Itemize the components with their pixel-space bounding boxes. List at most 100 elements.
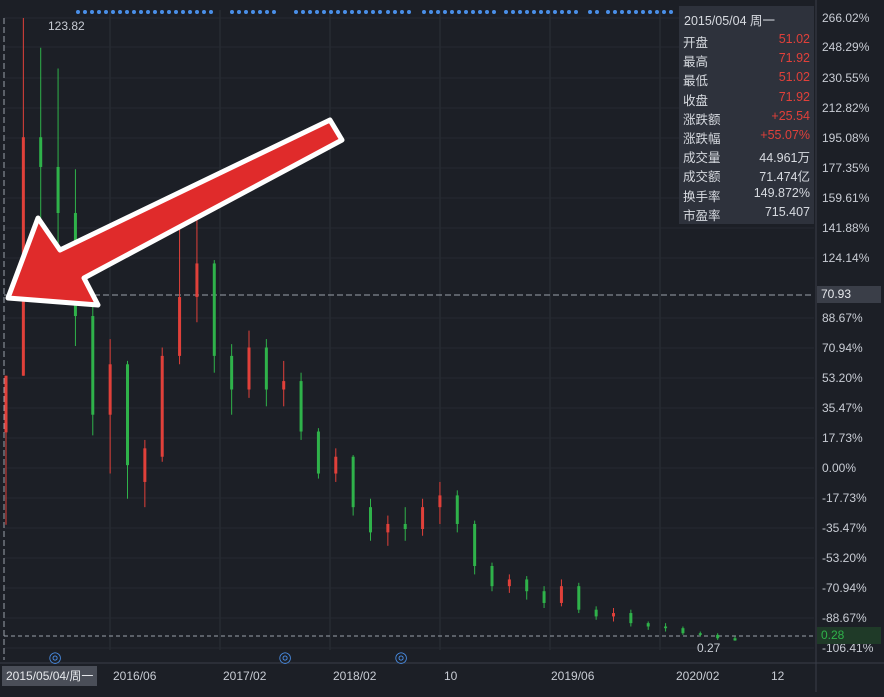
event-dot [560,10,564,14]
event-dot [532,10,536,14]
candle-body [108,364,112,415]
event-dot [195,10,199,14]
event-dot [606,10,610,14]
candle-body [195,263,199,298]
event-dot [272,10,276,14]
event-dot [111,10,115,14]
event-dot [655,10,659,14]
candle-body [490,565,494,587]
y-tick-label: -17.73% [822,491,867,505]
event-dot [400,10,404,14]
event-dot [125,10,129,14]
event-dot [567,10,571,14]
y-tick-label: 248.29% [822,40,870,54]
y-tick-label: 195.08% [822,131,870,145]
event-dot [436,10,440,14]
info-row: 成交量 44.961万 [683,145,810,165]
event-dot [364,10,368,14]
info-panel-date: 2015/05/04 周一 [684,14,776,28]
event-dot [546,10,550,14]
x-tick-label: 2019/06 [551,669,595,683]
event-dot [504,10,508,14]
candle-body [126,364,129,466]
candle-body [559,586,563,603]
info-row-label: 最高 [683,55,709,70]
info-row-value: +55.07% [760,128,810,142]
event-dot [209,10,213,14]
event-dot [613,10,617,14]
candle-body [282,381,286,390]
event-dot [553,10,557,14]
high-price-label: 123.82 [48,19,85,33]
event-dot [634,10,638,14]
info-row-label: 成交额 [683,170,721,185]
y-tick-label: 0.00% [822,461,856,475]
ohlc-info-panel: 2015/05/04 周一 开盘 51.02 最高 71.92 最低 51.02 收盘 71.… [679,6,814,224]
event-dot [511,10,515,14]
candle-body [646,623,650,627]
candle-body [178,297,182,356]
candle-body [438,495,442,508]
candle-body [212,263,216,356]
event-dot [237,10,241,14]
candle-body [334,456,338,474]
event-dot [322,10,326,14]
candle-body [421,507,425,530]
last-price-label: 0.28 [817,627,881,644]
event-dot [378,10,382,14]
event-marker-icon: ◎ [48,649,61,666]
info-row: 市盈率 715.407 [683,203,810,223]
event-dot [457,10,461,14]
y-tick-label: -106.41% [822,641,874,655]
info-row: 换手率 149.872% [683,184,810,204]
event-dot [83,10,87,14]
candle-body [507,579,511,587]
event-dot [146,10,150,14]
candle-body [612,613,615,617]
event-dot [595,10,599,14]
y-tick-label: 35.47% [822,401,863,415]
candle-body [664,626,668,629]
y-tick-label: 53.20% [822,371,863,385]
candle-body [351,456,355,508]
event-dot [315,10,319,14]
info-row: 成交额 71.474亿 [683,164,810,185]
event-dot [620,10,624,14]
event-dot [525,10,529,14]
event-dot [308,10,312,14]
event-dot [539,10,543,14]
candle-body [160,355,164,457]
candle-body [91,316,95,415]
candle-body [369,507,372,533]
event-dot [104,10,108,14]
event-dot [407,10,411,14]
candle-body [403,523,407,530]
info-row-value: 71.92 [778,89,810,104]
event-dot [132,10,136,14]
candle-body [525,579,529,592]
event-dot [450,10,454,14]
red-arrow-icon [5,117,345,308]
info-row-value: 51.02 [778,70,810,85]
info-row: 最高 71.92 [683,49,810,70]
info-row-value: 71.474亿 [759,170,810,185]
candle-body [455,495,459,524]
info-row-label: 开盘 [683,36,709,50]
event-dot [588,10,592,14]
y-tick-label: 177.35% [822,161,870,175]
candle-body [299,381,303,432]
info-row-label: 收盘 [683,93,709,108]
event-dot [443,10,447,14]
event-dot [97,10,101,14]
event-dot [343,10,347,14]
candle-body [594,609,598,617]
info-row-label: 换手率 [683,189,721,204]
y-tick-label: 141.88% [822,221,870,235]
event-dot [386,10,390,14]
event-dot [265,10,269,14]
candle-body [39,137,43,167]
event-dot [478,10,482,14]
info-row-value: 715.407 [764,204,810,219]
event-marker-icon: ◎ [278,649,291,666]
x-tick-label: 12 [771,669,785,683]
